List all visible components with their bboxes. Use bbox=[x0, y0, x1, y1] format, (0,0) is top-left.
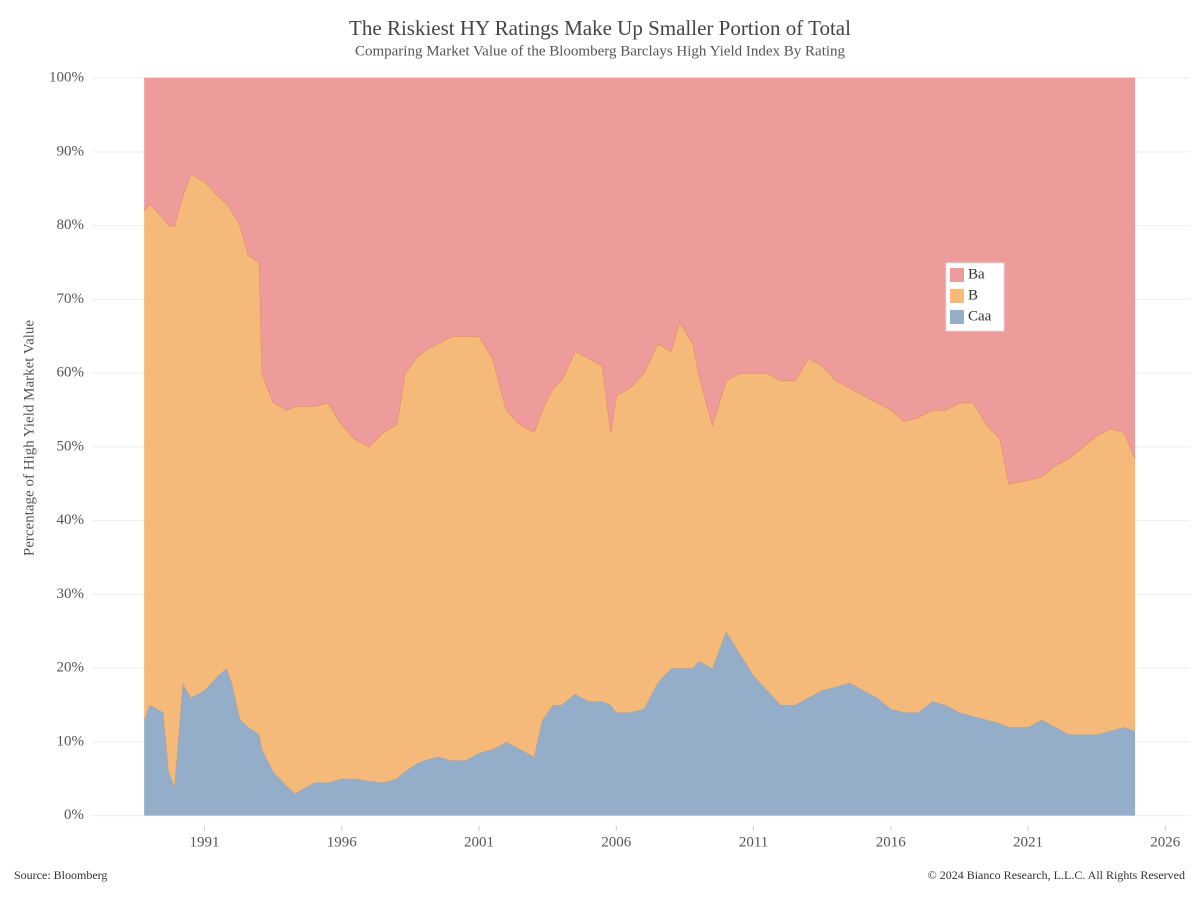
legend-label: Caa bbox=[968, 308, 992, 324]
x-tick-label: 2026 bbox=[1150, 834, 1181, 850]
legend-swatch bbox=[950, 289, 964, 303]
y-tick-label: 80% bbox=[57, 217, 85, 233]
y-tick-label: 10% bbox=[57, 733, 85, 749]
legend-swatch bbox=[950, 310, 964, 324]
y-tick-label: 50% bbox=[57, 438, 85, 454]
legend-label: Ba bbox=[968, 266, 985, 282]
x-tick-label: 2011 bbox=[739, 834, 768, 850]
y-tick-label: 90% bbox=[57, 143, 85, 159]
area-fill bbox=[144, 631, 1136, 816]
x-tick-label: 2021 bbox=[1013, 834, 1043, 850]
y-tick-label: 70% bbox=[57, 291, 85, 307]
x-tick-label: 2016 bbox=[876, 834, 907, 850]
chart-title: The Riskiest HY Ratings Make Up Smaller … bbox=[349, 16, 851, 40]
y-tick-label: 60% bbox=[57, 365, 85, 381]
x-tick-label: 1996 bbox=[327, 834, 358, 850]
y-axis-label: Percentage of High Yield Market Value bbox=[21, 320, 37, 557]
legend-swatch bbox=[950, 268, 964, 282]
chart-subtitle: Comparing Market Value of the Bloomberg … bbox=[355, 43, 846, 59]
legend-label: B bbox=[968, 287, 978, 303]
x-tick-label: 1991 bbox=[190, 834, 220, 850]
x-tick-label: 2001 bbox=[464, 834, 494, 850]
y-tick-label: 100% bbox=[49, 70, 84, 86]
area-fill bbox=[144, 78, 1136, 484]
copyright: © 2024 Bianco Research, L.L.C. All Right… bbox=[928, 868, 1185, 882]
y-tick-label: 40% bbox=[57, 512, 85, 528]
area-edge bbox=[143, 173, 1136, 485]
area-fill bbox=[144, 173, 1136, 794]
source: Source: Bloomberg bbox=[14, 868, 107, 882]
y-tick-label: 0% bbox=[64, 807, 84, 823]
y-tick-label: 20% bbox=[57, 660, 85, 676]
x-tick-label: 2006 bbox=[601, 834, 632, 850]
y-tick-label: 30% bbox=[57, 586, 85, 602]
